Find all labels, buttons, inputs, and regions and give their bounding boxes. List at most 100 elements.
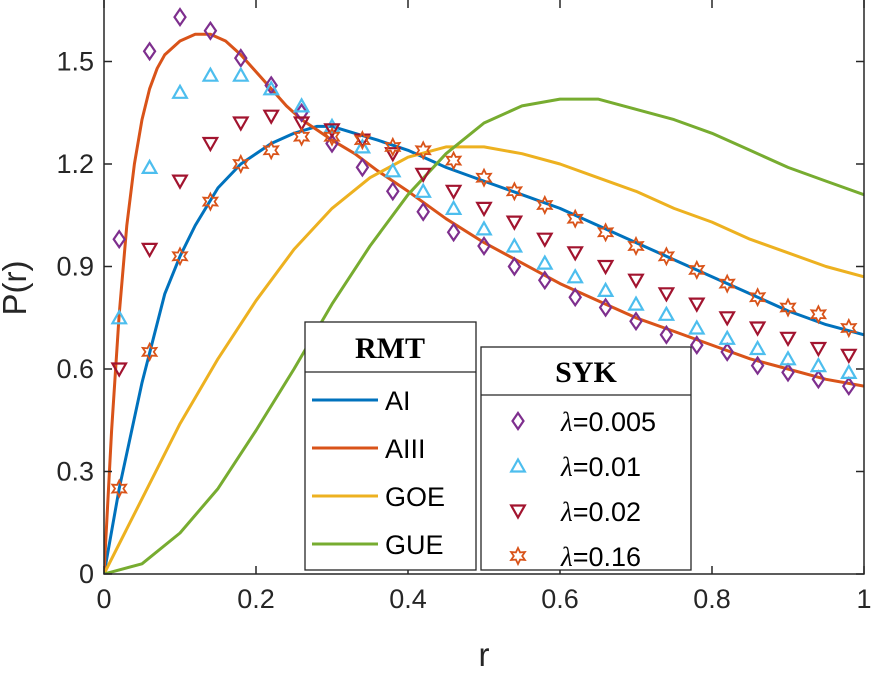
data-point-syk-2 (323, 123, 341, 139)
series-line-goe (104, 145, 864, 574)
data-point-syk-0 (385, 181, 400, 202)
data-point-syk-2 (384, 147, 402, 163)
data-point-syk-3 (657, 246, 676, 267)
data-point-syk-3 (384, 136, 402, 157)
legend-syk: SYK λ=0.005 λ=0.01 λ=0.02 λ=0.16 (480, 346, 692, 572)
data-point-syk-3 (566, 208, 584, 229)
data-point-syk-0 (416, 201, 431, 222)
data-point-syk-2 (718, 311, 736, 327)
data-point-syk-2 (779, 331, 797, 348)
legend-syk-label: λ=0.02 (560, 497, 641, 527)
data-point-syk-1 (140, 158, 159, 174)
data-point-syk-1 (566, 268, 584, 284)
data-point-syk-2 (262, 109, 280, 125)
legend-rmt-box (304, 321, 477, 571)
data-point-syk-1 (232, 66, 250, 82)
data-point-syk-1 (627, 295, 645, 311)
legend-rmt-label: AIII (385, 434, 426, 464)
data-point-syk-3 (353, 130, 372, 151)
y-tick-label: 0.9 (56, 252, 94, 282)
y-tick-label: 0.3 (56, 457, 94, 487)
data-point-syk-2 (596, 259, 615, 276)
data-point-syk-2 (353, 133, 372, 149)
y-tick-label: 0.6 (56, 354, 94, 384)
y-tick-label: 1.5 (56, 47, 94, 77)
data-point-syk-3 (444, 150, 463, 171)
x-tick-label: 0.6 (541, 584, 579, 614)
data-point-syk-1 (292, 97, 311, 113)
legend-rmt-label: AI (385, 386, 411, 416)
data-point-syk-1 (384, 162, 402, 178)
data-point-syk-0 (446, 222, 461, 243)
data-point-syk-3 (536, 194, 554, 216)
data-point-syk-2 (201, 136, 220, 153)
data-point-syk-2 (232, 116, 250, 132)
data-point-syk-0 (112, 229, 127, 250)
data-point-syk-2 (140, 242, 159, 259)
data-point-syk-2 (566, 246, 584, 262)
data-point-syk-3 (748, 287, 767, 308)
data-point-syk-2 (657, 287, 676, 303)
data-point-syk-3 (110, 478, 128, 499)
data-point-syk-1 (809, 356, 828, 373)
data-point-syk-2 (475, 201, 493, 218)
data-point-syk-1 (171, 83, 189, 99)
data-point-syk-0 (537, 270, 552, 291)
legend-syk-label: λ=0.16 (560, 542, 641, 572)
data-point-syk-0 (203, 20, 218, 41)
data-point-syk-0 (294, 102, 309, 123)
data-point-syk-1 (475, 220, 493, 236)
y-tick-label: 1.2 (56, 149, 94, 179)
legend-syk-title: SYK (555, 356, 617, 389)
data-point-syk-1 (840, 363, 858, 379)
data-point-syk-1 (718, 329, 736, 345)
data-point-syk-3 (323, 126, 341, 147)
data-point-syk-0 (629, 311, 643, 332)
plot-frame (103, 0, 865, 575)
data-point-syk-2 (414, 167, 432, 184)
legend-syk-marker (509, 504, 527, 520)
data-point-syk-3 (627, 235, 645, 257)
legend-rmt-label: GUE (385, 530, 444, 560)
data-point-syk-0 (811, 369, 826, 390)
data-point-syk-3 (688, 259, 706, 280)
y-axis-label: P(r) (0, 261, 33, 316)
data-point-syk-0 (142, 41, 157, 62)
data-point-syk-3 (140, 341, 159, 362)
data-point-syk-2 (171, 174, 189, 190)
data-point-syk-1 (444, 199, 463, 215)
data-point-syk-3 (292, 126, 311, 147)
data-point-syk-3 (505, 181, 524, 202)
data-point-syk-0 (598, 297, 613, 318)
data-point-syk-3 (718, 273, 736, 294)
data-point-syk-2 (505, 215, 524, 231)
data-point-syk-0 (659, 324, 674, 345)
series-line-gue (104, 97, 864, 574)
data-point-syk-0 (173, 7, 187, 28)
data-point-syk-1 (779, 350, 797, 366)
x-tick-label: 0 (96, 584, 111, 614)
x-tick-label: 1 (856, 584, 871, 614)
data-point-syk-0 (750, 355, 765, 376)
data-point-syk-0 (568, 287, 583, 308)
data-point-syk-3 (475, 167, 493, 188)
data-point-syk-1 (262, 80, 280, 96)
legend-syk-marker (509, 545, 527, 567)
data-point-syk-0 (233, 48, 248, 69)
data-point-syk-3 (596, 222, 615, 243)
legend-syk-label: λ=0.005 (560, 407, 656, 437)
y-tick-label: 0 (79, 559, 94, 589)
data-point-syk-1 (748, 339, 767, 356)
data-point-syk-0 (781, 362, 795, 383)
data-point-syk-2 (292, 116, 311, 132)
legend-rmt-title: RMT (355, 332, 425, 365)
data-point-syk-2 (809, 341, 828, 358)
legend-syk-marker (509, 457, 527, 473)
data-point-syk-1 (110, 309, 128, 325)
legend-rmt: RMT AI AIII GOE GUE (304, 321, 477, 571)
data-point-syk-3 (414, 140, 432, 161)
legend-syk-box (480, 346, 692, 571)
data-point-syk-3 (779, 297, 797, 318)
x-tick-label: 0.8 (693, 584, 731, 614)
